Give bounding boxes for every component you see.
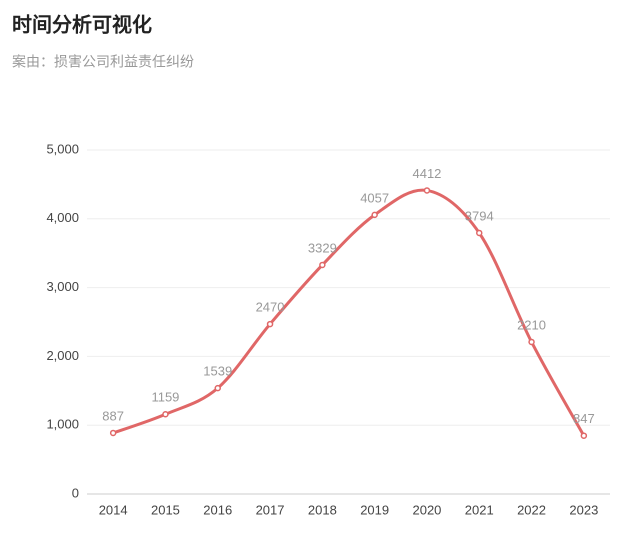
point [214,384,221,392]
value-label: 4412 [412,166,441,181]
x-tick-label: 2014 [99,502,128,517]
x-tick-label: 2015 [151,502,180,517]
point [162,411,169,418]
x-tick-label: 2020 [412,502,441,517]
chart-title: 时间分析可视化 [12,12,152,36]
value-label: 887 [102,408,124,423]
x-tick-label: 2022 [517,502,546,517]
y-tick-label: 4,000 [46,210,79,225]
y-tick-label: 5,000 [46,141,79,156]
x-tick-label: 2017 [256,502,285,517]
point [580,432,588,439]
value-label: 847 [573,411,595,426]
point [371,211,378,219]
x-tick-label: 2021 [465,502,494,517]
value-label: 2210 [517,317,546,332]
value-label: 1539 [203,364,232,379]
point [528,338,535,346]
y-tick-label: 0 [72,485,79,500]
point [266,320,274,328]
value-label: 2470 [256,300,285,315]
value-label: 3329 [308,240,337,255]
chart-subtitle: 案由：损害公司利益责任纠纷 [12,54,194,70]
value-label: 4057 [360,190,389,205]
y-tick-label: 2,000 [46,348,79,363]
value-label: 1159 [151,390,179,405]
point [423,187,431,194]
x-tick-label: 2016 [203,502,232,517]
point [476,229,483,237]
y-tick-label: 1,000 [46,417,79,432]
value-label: 3794 [465,208,494,223]
line [112,188,586,437]
y-tick-label: 3,000 [46,279,79,294]
point [319,261,326,269]
x-tick-label: 2023 [569,502,598,517]
point [109,429,117,437]
x-tick-label: 2018 [308,502,337,517]
x-tick-label: 2019 [360,502,389,517]
